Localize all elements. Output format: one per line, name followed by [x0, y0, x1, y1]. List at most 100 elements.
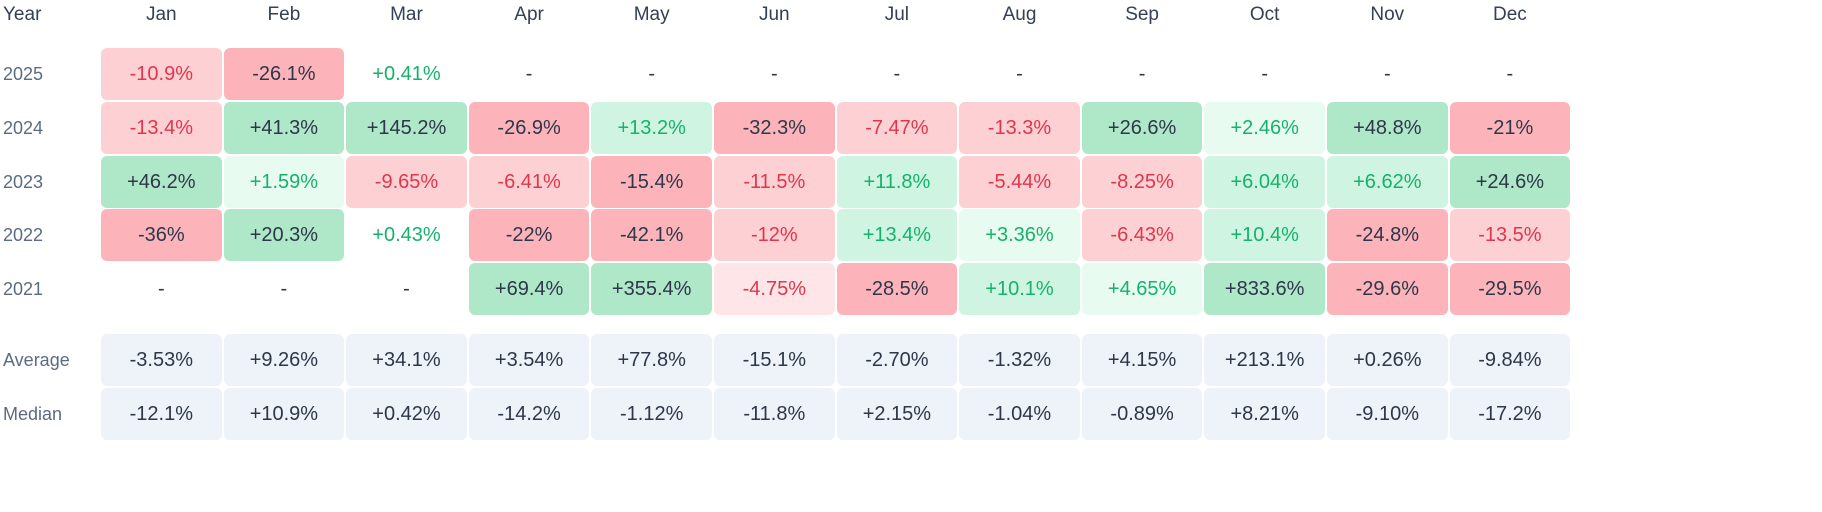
summary-cell: -2.70% — [836, 334, 958, 386]
heatmap-cell: +1.59% — [223, 156, 345, 208]
month-header-sep: Sep — [1125, 4, 1159, 25]
heatmap-cell: +46.2% — [101, 156, 222, 208]
heatmap-cell: +4.65% — [1081, 263, 1203, 315]
heatmap-cell: +26.6% — [1081, 102, 1203, 154]
heatmap-cell: +10.1% — [959, 263, 1080, 315]
heatmap-cell: - — [157, 277, 165, 300]
summary-cell: -1.12% — [591, 388, 712, 440]
heatmap-cell: - — [525, 62, 533, 85]
heatmap-cell: +13.4% — [836, 209, 958, 261]
heatmap-cell: +11.8% — [836, 156, 958, 208]
heatmap-cell: - — [403, 277, 410, 300]
month-header-aug: Aug — [1002, 4, 1037, 25]
month-header-dec: Dec — [1492, 4, 1527, 25]
heatmap-cell: -22% — [468, 209, 590, 261]
heatmap-cell: -5.44% — [959, 156, 1080, 208]
heatmap-cell: -13.5% — [1449, 209, 1571, 261]
heatmap-cell: +24.6% — [1449, 156, 1571, 208]
heatmap-cell: +41.3% — [223, 102, 345, 154]
heatmap-cell: -6.43% — [1081, 209, 1203, 261]
heatmap-cell: - — [1383, 62, 1391, 85]
summary-label-median: Median — [3, 404, 63, 424]
heatmap-cell: - — [1261, 62, 1269, 85]
summary-cell: +77.8% — [591, 334, 712, 386]
month-header-jan: Jan — [145, 4, 177, 25]
heatmap-cell: +20.3% — [223, 209, 345, 261]
heatmap-cell: -12% — [714, 209, 835, 261]
summary-cell: -1.32% — [959, 334, 1080, 386]
summary-cell: +0.42% — [346, 388, 467, 440]
heatmap-cell: -29.5% — [1449, 263, 1571, 315]
heatmap-cell: +0.43% — [372, 223, 441, 246]
summary-cell: -11.8% — [714, 388, 835, 440]
heatmap-cell: +2.46% — [1204, 102, 1325, 154]
summary-cell: +213.1% — [1204, 334, 1325, 386]
heatmap-cell: +833.6% — [1204, 263, 1325, 315]
heatmap-cell: +13.2% — [591, 102, 712, 154]
summary-cell: -9.84% — [1449, 334, 1571, 386]
heatmap-cell: -36% — [101, 209, 222, 261]
month-header-feb: Feb — [267, 4, 301, 25]
heatmap-cell: -24.8% — [1327, 209, 1448, 261]
summary-cell: +8.21% — [1204, 388, 1325, 440]
heatmap-cell: -42.1% — [591, 209, 712, 261]
summary-cell: -9.10% — [1327, 388, 1448, 440]
summary-cell: -0.89% — [1081, 388, 1203, 440]
heatmap-cell: -9.65% — [346, 156, 467, 208]
heatmap-cell: +6.62% — [1327, 156, 1448, 208]
heatmap-cell: -13.4% — [101, 102, 222, 154]
heatmap-cell: +6.04% — [1204, 156, 1325, 208]
heatmap-cell: - — [280, 277, 288, 300]
heatmap-cell: - — [648, 62, 656, 85]
heatmap-cell: +145.2% — [346, 102, 467, 154]
heatmap-cell: - — [1016, 62, 1023, 85]
month-header-jun: Jun — [758, 4, 790, 25]
heatmap-cell: +0.41% — [372, 62, 441, 85]
heatmap-cell: +48.8% — [1327, 102, 1448, 154]
heatmap-cell: -8.25% — [1081, 156, 1203, 208]
heatmap-cell: -7.47% — [836, 102, 958, 154]
summary-cell: -14.2% — [468, 388, 590, 440]
heatmap-cell: -13.3% — [959, 102, 1080, 154]
summary-cell: -1.04% — [959, 388, 1080, 440]
year-label-2024: 2024 — [3, 118, 44, 138]
summary-cell: +3.54% — [468, 334, 590, 386]
heatmap-cell: -6.41% — [468, 156, 590, 208]
heatmap-cell: - — [893, 62, 901, 85]
year-label-2023: 2023 — [3, 172, 44, 192]
summary-label-average: Average — [3, 350, 70, 370]
month-header-oct: Oct — [1249, 4, 1280, 25]
summary-cell: -3.53% — [101, 334, 222, 386]
year-label-2025: 2025 — [3, 64, 44, 84]
year-label-2022: 2022 — [3, 225, 44, 245]
heatmap-cell: - — [1138, 62, 1146, 85]
heatmap-cell: -29.6% — [1327, 263, 1448, 315]
year-label-2021: 2021 — [3, 279, 44, 299]
year-column-header: Year — [3, 4, 42, 25]
heatmap-cell: - — [1506, 62, 1514, 85]
heatmap-cell: -28.5% — [836, 263, 958, 315]
summary-cell: -17.2% — [1449, 388, 1571, 440]
month-header-nov: Nov — [1370, 4, 1405, 25]
heatmap-cell: +355.4% — [591, 263, 712, 315]
heatmap-cell: -11.5% — [714, 156, 835, 208]
summary-cell: +4.15% — [1081, 334, 1203, 386]
heatmap-cell: -10.9% — [101, 48, 222, 100]
heatmap-cell: -4.75% — [714, 263, 835, 315]
heatmap-cell: -32.3% — [714, 102, 835, 154]
summary-cell: -15.1% — [714, 334, 835, 386]
heatmap-cell: +3.36% — [959, 209, 1080, 261]
heatmap-cell: -21% — [1449, 102, 1571, 154]
summary-cell: +2.15% — [836, 388, 958, 440]
heatmap-cell: +69.4% — [468, 263, 590, 315]
month-header-apr: Apr — [514, 4, 544, 25]
month-header-may: May — [633, 4, 670, 25]
summary-cell: -12.1% — [101, 388, 222, 440]
summary-cell: +10.9% — [223, 388, 345, 440]
heatmap-cell: - — [770, 62, 778, 85]
summary-cell: +9.26% — [223, 334, 345, 386]
heatmap-cell: +10.4% — [1204, 209, 1325, 261]
heatmap-cell: -26.1% — [223, 48, 345, 100]
summary-cell: +34.1% — [346, 334, 467, 386]
